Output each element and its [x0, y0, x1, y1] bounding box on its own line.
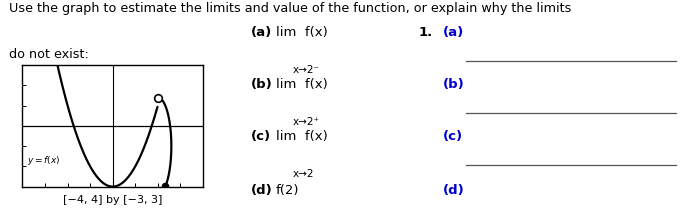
- Text: Use the graph to estimate the limits and value of the function, or explain why t: Use the graph to estimate the limits and…: [9, 2, 571, 15]
- Text: lim  f(x): lim f(x): [276, 78, 328, 91]
- Text: 1.: 1.: [419, 26, 433, 39]
- Text: (c): (c): [251, 130, 271, 143]
- Text: $y = f(x)$: $y = f(x)$: [27, 154, 61, 167]
- Text: x→2⁺: x→2⁺: [293, 117, 320, 127]
- Text: lim  f(x): lim f(x): [276, 130, 328, 143]
- Text: [−4, 4] by [−3, 3]: [−4, 4] by [−3, 3]: [63, 195, 162, 205]
- Text: f(2): f(2): [276, 184, 300, 197]
- Text: (b): (b): [251, 78, 272, 91]
- Text: do not exist:: do not exist:: [9, 48, 89, 61]
- Text: (c): (c): [443, 130, 463, 143]
- Text: lim  f(x): lim f(x): [276, 26, 328, 39]
- Text: (b): (b): [443, 78, 464, 91]
- Text: (d): (d): [443, 184, 464, 197]
- Text: (d): (d): [251, 184, 272, 197]
- Text: x→2⁻: x→2⁻: [293, 65, 320, 75]
- Text: x→2: x→2: [293, 169, 315, 179]
- Text: (a): (a): [251, 26, 272, 39]
- Text: (a): (a): [443, 26, 464, 39]
